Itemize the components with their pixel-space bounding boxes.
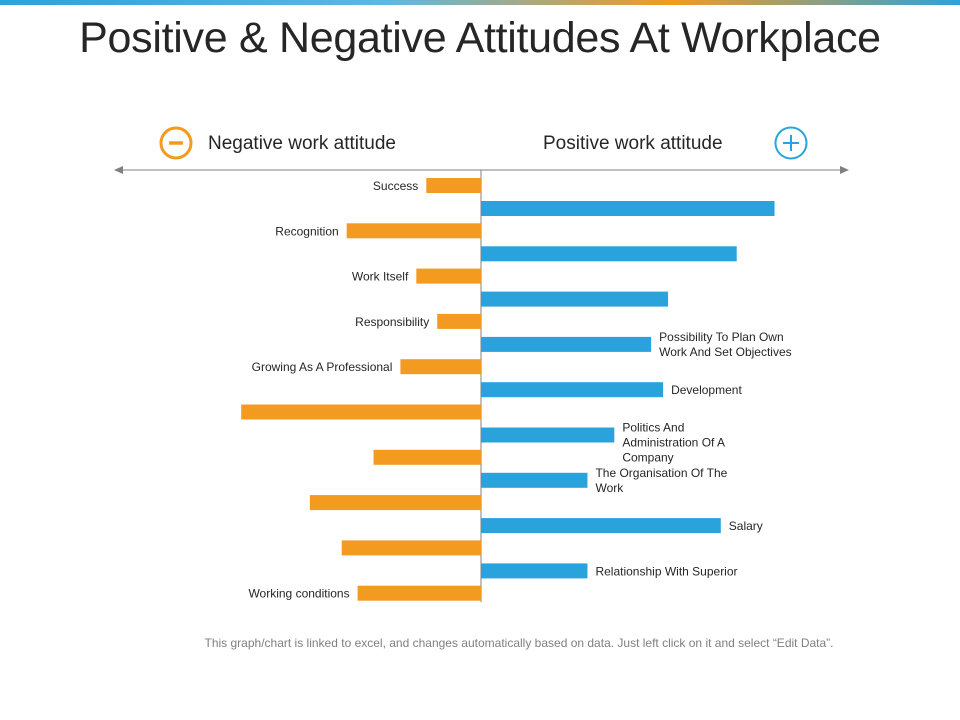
positive-bar <box>481 472 588 488</box>
negative-bar-label: Responsibility <box>355 315 429 329</box>
negative-bar <box>309 495 481 511</box>
positive-bar-label: Politics And Administration Of A Company <box>622 421 725 465</box>
negative-bar-label: Working conditions <box>248 587 349 601</box>
negative-bar <box>341 540 481 556</box>
page-title: Positive & Negative Attitudes At Workpla… <box>79 14 881 62</box>
negative-bar-label: Recognition <box>275 224 338 238</box>
positive-bar <box>481 427 615 443</box>
minus-circle-icon <box>159 126 193 160</box>
positive-bar <box>481 518 721 534</box>
positive-bar <box>481 291 669 307</box>
plus-circle-icon <box>774 126 808 160</box>
negative-bar <box>241 404 481 420</box>
axis-arrow-left <box>114 166 123 174</box>
footer-note: This graph/chart is linked to excel, and… <box>204 636 834 650</box>
positive-bar <box>481 563 588 579</box>
positive-bar-label: Development <box>671 383 742 397</box>
axis-arrow-right <box>840 166 849 174</box>
positive-bar <box>481 246 737 262</box>
positive-bar-label: Possibility To Plan Own Work And Set Obje… <box>659 330 792 359</box>
negative-bar-label: Growing As A Professional <box>252 360 393 374</box>
negative-attitude-label: Negative work attitude <box>208 133 396 154</box>
negative-bar <box>426 178 481 193</box>
negative-bar <box>357 585 481 601</box>
negative-bar-label: Success <box>373 179 418 193</box>
positive-attitude-label: Positive work attitude <box>543 133 723 154</box>
positive-bar-label: The Organisation Of The Work <box>595 466 727 495</box>
positive-bar-label: Salary <box>729 519 763 533</box>
positive-bar-label: Relationship With Superior <box>595 564 737 578</box>
negative-bar <box>373 449 481 465</box>
negative-bar <box>400 359 481 375</box>
negative-bar <box>416 268 481 284</box>
negative-bar <box>346 223 481 239</box>
positive-bar <box>481 201 775 216</box>
top-accent-bar <box>0 0 960 5</box>
negative-bar <box>437 313 481 329</box>
positive-bar <box>481 382 664 398</box>
positive-bar <box>481 336 652 352</box>
negative-bar-label: Work Itself <box>352 270 409 284</box>
